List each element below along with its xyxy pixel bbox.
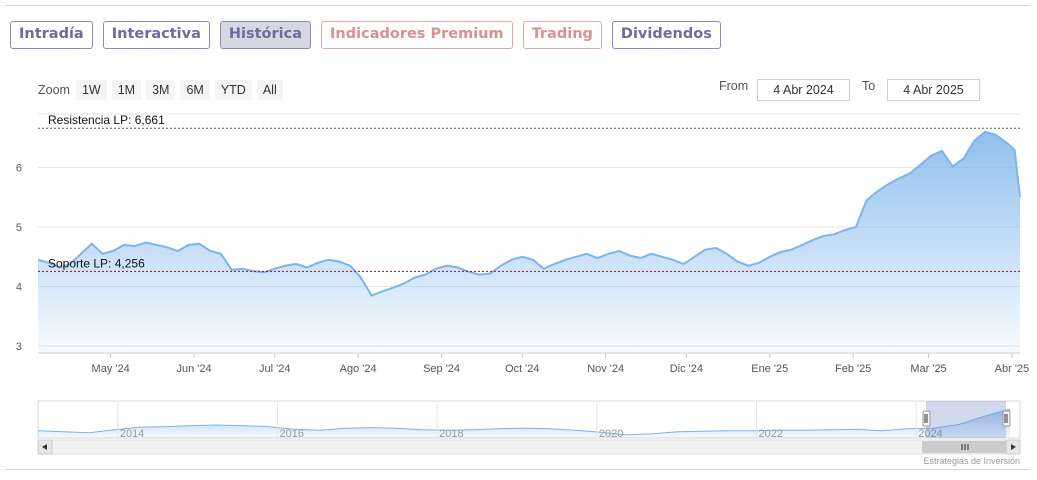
to-date-input[interactable] [887,79,980,101]
tab-historica[interactable]: Histórica [219,21,312,49]
y-tick-label: 4 [16,282,22,294]
x-tick-label: Feb '25 [835,363,871,375]
zoom-selector: Zoom 1W 1M 3M 6M YTD All [38,80,288,100]
y-tick-label: 5 [16,222,22,234]
y-tick-label: 6 [16,163,22,175]
y-tick-label: 3 [16,341,22,353]
arrow-left-icon [42,444,47,450]
x-tick-label: Ago '24 [340,363,377,375]
navigator-scrollbar[interactable] [37,439,1021,455]
navigator-tick-label: 2014 [120,428,144,440]
x-tick-label: Abr '25 [995,363,1030,375]
support-label: Soporte LP: 4,256 [48,256,145,270]
top-divider [5,5,1030,6]
tab-interactiva[interactable]: Interactiva [102,21,210,49]
x-tick-label: May '24 [92,363,130,375]
x-tick-label: Mar '25 [910,363,946,375]
x-tick-label: Ene '25 [751,363,788,375]
x-tick-label: Sep '24 [423,363,460,375]
navigator-tick-label: 2016 [280,428,304,440]
resistance-label: Resistencia LP: 6,661 [48,113,165,127]
x-tick-label: Jun '24 [176,363,211,375]
from-label: From [719,79,749,93]
tab-dividendos[interactable]: Dividendos [611,21,721,49]
navigator-line [37,408,1011,436]
tab-indicadores-premium[interactable]: Indicadores Premium [321,21,513,49]
tab-trading[interactable]: Trading [522,21,602,49]
arrow-right-icon [1011,444,1016,450]
navigator-selection[interactable] [926,401,1006,438]
x-tick-label: Nov '24 [587,363,624,375]
x-tick-label: Dic '24 [670,363,703,375]
chart-tabs: Intradía Interactiva Histórica Indicador… [10,21,721,49]
navigator-tick-label: 2018 [439,428,463,440]
navigator-tick-label: 2020 [599,428,623,440]
scrollbar-thumb[interactable] [922,441,1006,453]
zoom-1w-button[interactable]: 1W [75,80,107,100]
zoom-label: Zoom [38,83,70,97]
x-tick-label: Oct '24 [505,363,540,375]
navigator-tick-label: 2024 [918,428,942,440]
zoom-1m-button[interactable]: 1M [111,80,142,100]
tab-intradia[interactable]: Intradía [10,21,93,49]
zoom-6m-button[interactable]: 6M [180,80,210,100]
navigator-tick-label: 2022 [759,428,783,440]
zoom-3m-button[interactable]: 3M [146,80,176,100]
zoom-all-button[interactable]: All [256,80,283,100]
price-line [37,130,1021,297]
price-area [38,131,1020,352]
zoom-ytd-button[interactable]: YTD [214,80,252,100]
bottom-divider [5,469,1030,470]
x-tick-label: Jul '24 [259,363,290,375]
chart-credit[interactable]: Estrategias de Inversión [923,456,1020,466]
from-date-input[interactable] [757,79,850,101]
to-label: To [862,79,876,93]
